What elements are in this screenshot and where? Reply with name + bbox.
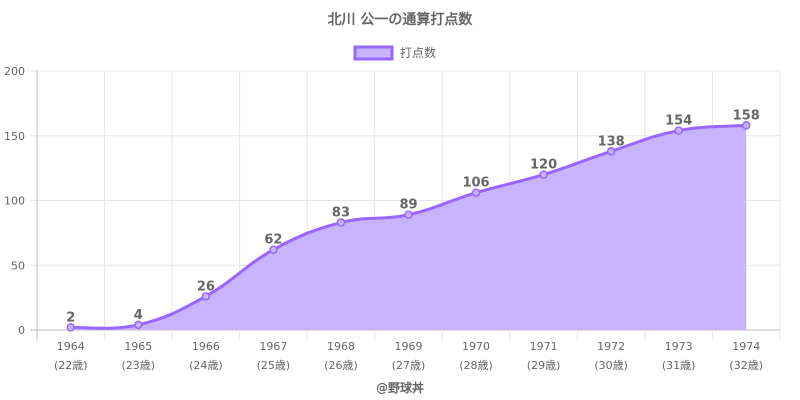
data-point[interactable]	[269, 245, 278, 254]
x-tick-label: 1965	[124, 340, 152, 353]
x-tick-sublabel: (29歳)	[527, 359, 561, 372]
x-tick-sublabel: (32歳)	[729, 359, 763, 372]
x-tick-label: 1971	[530, 340, 558, 353]
data-labels: 2 4 26 62 83 89 106 120 138 154 158	[66, 108, 760, 325]
data-point[interactable]	[674, 126, 683, 135]
x-tick-sublabel: (22歳)	[54, 359, 88, 372]
data-label: 154	[665, 114, 692, 129]
legend[interactable]: 打点数	[353, 45, 436, 61]
series-area-fill	[70, 125, 747, 330]
y-tick-label: 100	[4, 195, 25, 208]
x-tick-sublabel: (26歳)	[324, 359, 358, 372]
legend-swatch	[353, 45, 394, 61]
x-tick-sublabel: (28歳)	[459, 359, 493, 372]
x-tick-label: 1972	[597, 340, 625, 353]
data-label: 89	[399, 198, 417, 213]
data-label: 62	[264, 233, 282, 248]
data-label: 158	[733, 108, 760, 123]
x-tick-label: 1966	[192, 340, 220, 353]
x-tick-sublabel: (24歳)	[189, 359, 223, 372]
legend-label: 打点数	[400, 45, 436, 60]
data-point[interactable]	[471, 188, 481, 197]
x-tick-label: 1967	[259, 340, 287, 353]
y-axis: 0 50 100 150 200	[4, 65, 25, 337]
data-label: 138	[598, 134, 625, 149]
data-point[interactable]	[201, 292, 211, 301]
data-label: 2	[66, 310, 75, 325]
data-points	[66, 121, 751, 332]
x-tick-label: 1970	[462, 340, 490, 353]
x-tick-label: 1969	[395, 340, 423, 353]
data-point[interactable]	[134, 320, 143, 330]
chart-title: 北川 公一の通算打点数	[328, 11, 474, 28]
data-label: 120	[530, 158, 557, 173]
x-tick-sublabel: (27歳)	[392, 359, 426, 372]
x-tick-sublabel: (23歳)	[122, 359, 156, 372]
y-tick-label: 150	[4, 130, 25, 143]
y-tick-label: 200	[4, 65, 25, 78]
data-point[interactable]	[741, 121, 751, 130]
data-label: 83	[332, 206, 350, 221]
credit-text: @野球丼	[376, 380, 424, 395]
x-tick-label: 1964	[57, 340, 85, 353]
data-point[interactable]	[66, 323, 76, 332]
data-point[interactable]	[336, 218, 346, 227]
data-label: 4	[134, 308, 143, 323]
x-axis: 1964 (22歳) 1965 (23歳) 1966 (24歳) 1967 (25歳) 1968…	[54, 340, 763, 372]
x-tick-sublabel: (31歳)	[662, 359, 696, 372]
y-tick-label: 50	[11, 259, 25, 272]
x-tick-sublabel: (25歳)	[257, 359, 291, 372]
data-label: 106	[462, 176, 489, 191]
data-point[interactable]	[539, 170, 548, 179]
x-tick-label: 1974	[732, 340, 760, 353]
data-label: 26	[197, 279, 215, 294]
data-point[interactable]	[404, 210, 413, 219]
x-tick-sublabel: (30歳)	[594, 359, 628, 372]
data-point[interactable]	[606, 147, 616, 156]
y-tick-label: 0	[18, 324, 25, 337]
x-tick-label: 1968	[327, 340, 355, 353]
x-tick-label: 1973	[665, 340, 693, 353]
